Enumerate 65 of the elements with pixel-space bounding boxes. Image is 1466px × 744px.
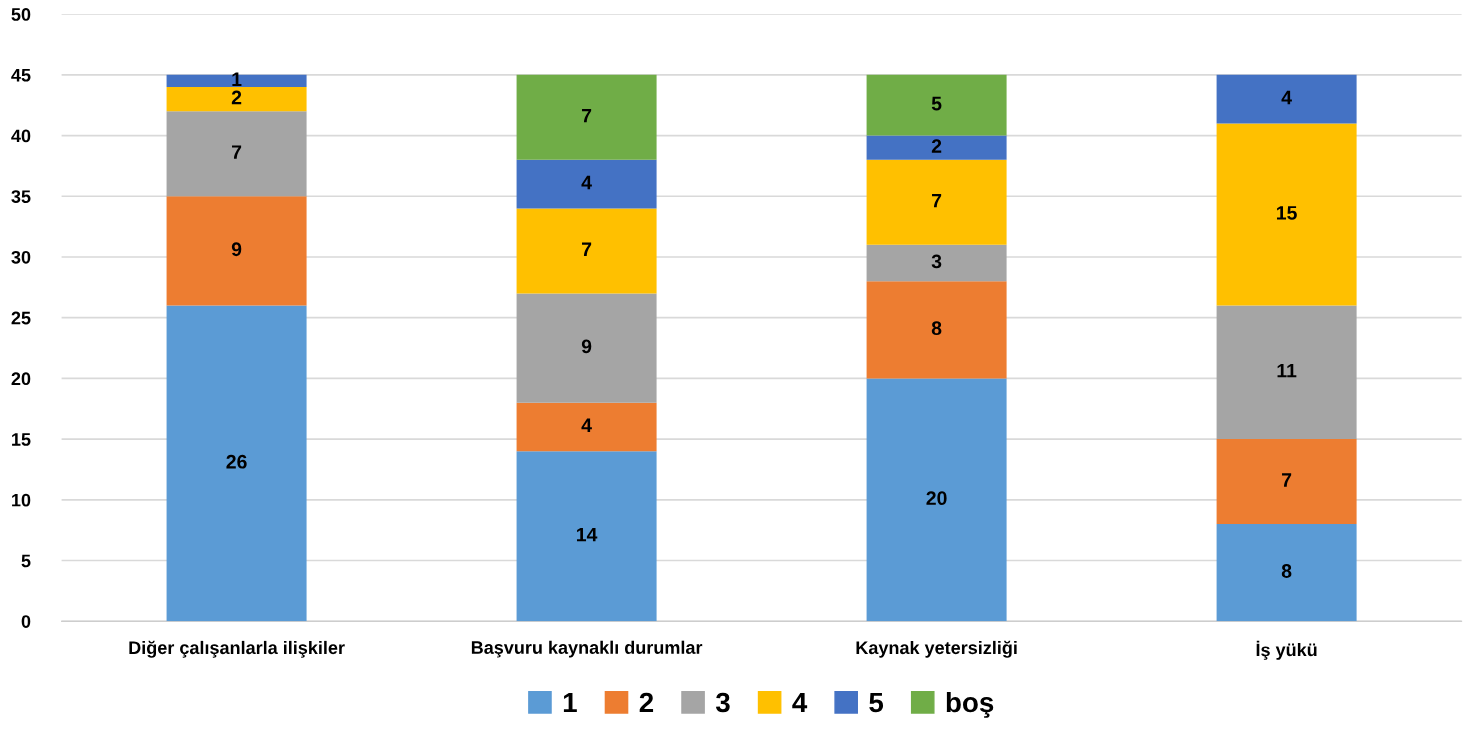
data-label: 11 bbox=[1277, 363, 1297, 378]
data-label: 8 bbox=[931, 321, 942, 336]
bar bbox=[866, 281, 1007, 379]
x-tick-label: Diğer çalışanlarla ilişkiler bbox=[129, 640, 345, 658]
legend-label: 2 bbox=[639, 692, 654, 713]
bar bbox=[1216, 439, 1357, 525]
y-tick-label: 30 bbox=[11, 250, 31, 264]
data-label: 7 bbox=[582, 242, 592, 256]
data-label: 7 bbox=[232, 145, 242, 159]
data-label: 8 bbox=[1281, 564, 1292, 578]
y-tick-label: 50 bbox=[11, 8, 31, 21]
data-label: 9 bbox=[581, 339, 592, 354]
legend-label: 5 bbox=[869, 692, 884, 713]
bar bbox=[516, 293, 657, 403]
bar bbox=[516, 208, 657, 294]
y-tick-label: 25 bbox=[11, 311, 31, 325]
y-tick-label: 0 bbox=[21, 615, 31, 628]
data-label: 4 bbox=[1281, 90, 1292, 105]
bar bbox=[1216, 123, 1357, 306]
data-label: 20 bbox=[926, 491, 947, 506]
y-tick-label: 5 bbox=[21, 554, 31, 568]
y-tick-label: 20 bbox=[11, 372, 31, 386]
legend-label: 1 bbox=[563, 692, 577, 713]
bar bbox=[166, 111, 307, 197]
data-label: 4 bbox=[581, 175, 592, 190]
bar bbox=[866, 378, 1007, 622]
bar bbox=[1216, 524, 1357, 622]
legend-label: boş bbox=[946, 691, 994, 718]
data-label: 2 bbox=[231, 90, 242, 105]
bar bbox=[166, 74, 307, 87]
bar bbox=[166, 305, 307, 622]
data-label: 3 bbox=[931, 254, 942, 269]
data-label: 2 bbox=[931, 139, 942, 153]
data-label: 15 bbox=[1277, 206, 1297, 220]
x-tick-label: Kaynak yetersizliği bbox=[856, 640, 1017, 658]
data-label: 7 bbox=[1282, 473, 1292, 487]
bar bbox=[516, 74, 657, 160]
y-tick-label: 35 bbox=[11, 190, 31, 204]
bar bbox=[1216, 74, 1357, 124]
y-tick-label: 45 bbox=[11, 68, 31, 82]
legend-label: 4 bbox=[792, 692, 808, 713]
y-tick-label: 15 bbox=[12, 433, 31, 446]
data-label: 9 bbox=[231, 242, 242, 257]
y-tick-label: 10 bbox=[12, 493, 31, 507]
data-label: 7 bbox=[932, 193, 942, 208]
bar bbox=[516, 159, 657, 209]
legend-label: 3 bbox=[715, 692, 730, 713]
bar bbox=[866, 244, 1007, 282]
data-label: 4 bbox=[581, 418, 592, 432]
data-label: 7 bbox=[582, 108, 592, 123]
bar bbox=[866, 135, 1007, 160]
bar bbox=[166, 86, 307, 112]
bar bbox=[516, 451, 657, 622]
bar bbox=[866, 74, 1007, 136]
data-label: 26 bbox=[226, 454, 247, 469]
data-label: 1 bbox=[232, 72, 242, 86]
bar bbox=[516, 402, 657, 452]
data-label: 14 bbox=[576, 527, 598, 542]
bar bbox=[1216, 305, 1357, 440]
bar bbox=[166, 196, 307, 306]
data-label: 5 bbox=[931, 96, 942, 111]
bar bbox=[866, 159, 1007, 245]
y-tick-label: 40 bbox=[11, 129, 31, 143]
x-tick-label: İş yükü bbox=[1256, 640, 1317, 660]
x-tick-label: Başvuru kaynaklı durumlar bbox=[471, 640, 703, 658]
